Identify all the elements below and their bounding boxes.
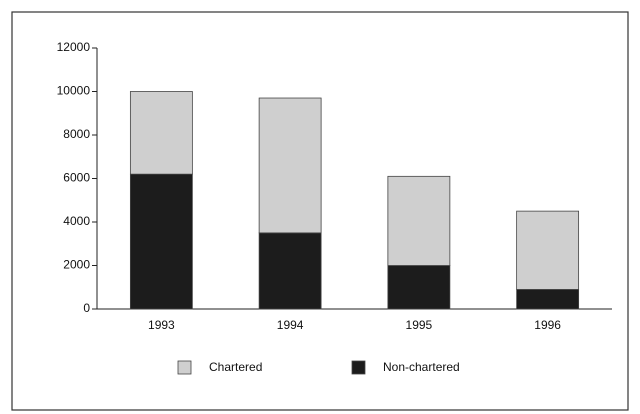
bar-segment — [258, 97, 322, 234]
bar-segment — [129, 91, 193, 175]
legend-label: Chartered — [209, 360, 262, 374]
legend-swatch — [351, 360, 366, 375]
y-tick-label: 12000 — [57, 40, 91, 54]
bar-segment — [516, 289, 580, 310]
bar-segment — [129, 173, 193, 310]
x-tick-label: 1995 — [406, 318, 433, 332]
x-tick-label: 1993 — [148, 318, 175, 332]
x-tick-label: 1996 — [534, 318, 561, 332]
y-tick-label: 6000 — [63, 171, 90, 185]
y-tick-label: 2000 — [63, 258, 90, 272]
y-tick-label: 8000 — [63, 127, 90, 141]
y-tick-label: 0 — [83, 301, 90, 315]
bar-segment — [258, 232, 322, 310]
y-tick-label: 4000 — [63, 214, 90, 228]
bar-segment — [387, 175, 451, 266]
legend-label: Non-chartered — [383, 360, 460, 374]
bar-segment — [516, 210, 580, 290]
legend-swatch — [177, 360, 192, 375]
y-tick-label: 10000 — [57, 84, 91, 98]
x-tick-label: 1994 — [277, 318, 304, 332]
bar-segment — [387, 265, 451, 310]
